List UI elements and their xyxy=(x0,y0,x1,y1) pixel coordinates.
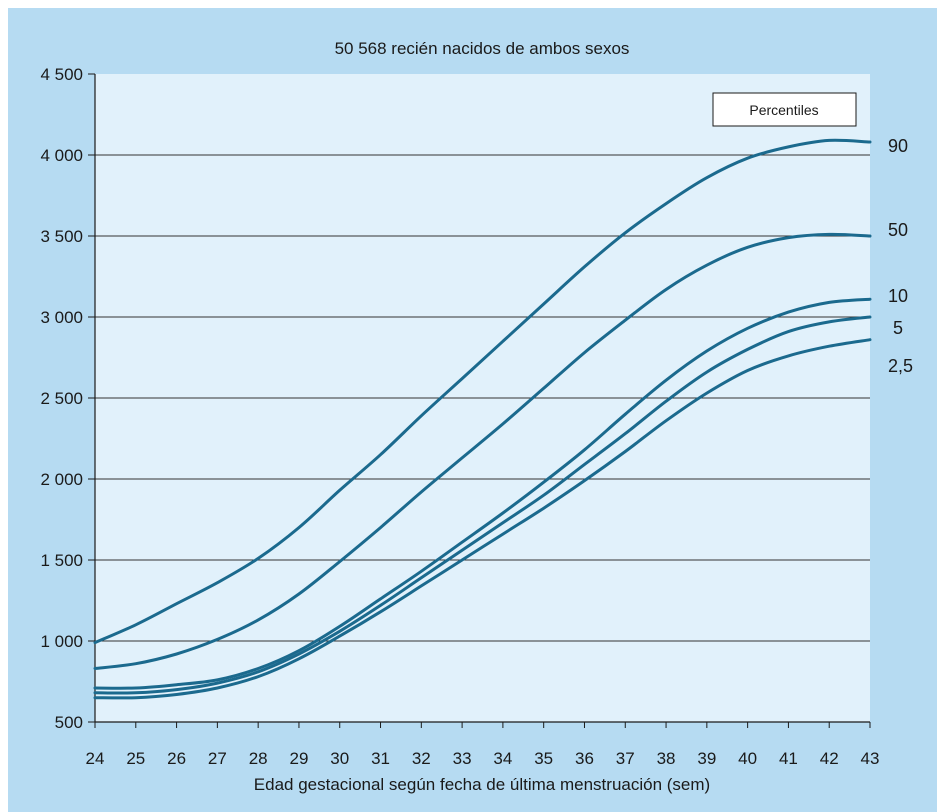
y-tick-label-2000: 2 000 xyxy=(40,470,83,489)
x-tick-label-34: 34 xyxy=(493,749,512,768)
y-tick-label-500: 500 xyxy=(55,713,83,732)
legend-box: Percentiles xyxy=(712,92,857,127)
x-tick-label-32: 32 xyxy=(412,749,431,768)
x-tick-label-38: 38 xyxy=(657,749,676,768)
percentile-line-90 xyxy=(93,138,872,645)
x-tick-label-31: 31 xyxy=(371,749,390,768)
x-tick-label-29: 29 xyxy=(289,749,308,768)
lines-layer xyxy=(93,138,872,700)
percentile-line-5 xyxy=(93,315,872,695)
series-label-50: 50 xyxy=(888,220,908,240)
x-tick-label-33: 33 xyxy=(453,749,472,768)
y-tick-label-1500: 1 500 xyxy=(40,551,83,570)
x-tick-labels: 24 25 26 27 28 29 30 31 32 33 34 35 36 37 38 39 40 41 42 43 xyxy=(86,749,880,768)
percentile-line-50 xyxy=(93,232,872,670)
x-tick-label-37: 37 xyxy=(616,749,635,768)
x-tick-label-42: 42 xyxy=(820,749,839,768)
y-tick-label-3500: 3 500 xyxy=(40,227,83,246)
series-label-2-5: 2,5 xyxy=(888,356,913,376)
x-tick-label-40: 40 xyxy=(738,749,757,768)
x-tick-label-43: 43 xyxy=(861,749,880,768)
y-tick-labels: 500 1 000 1 500 2 000 2 500 3 000 3 500 4 000 4 … xyxy=(40,65,83,732)
x-axis-title: Edad gestacional según fecha de última m… xyxy=(254,775,710,794)
percentile-line-10 xyxy=(93,297,872,690)
x-tick-label-26: 26 xyxy=(167,749,186,768)
x-tick-label-24: 24 xyxy=(86,749,105,768)
series-end-labels: 90 50 10 5 2,5 xyxy=(888,136,913,376)
grid-layer xyxy=(88,73,871,728)
series-label-5: 5 xyxy=(893,318,903,338)
legend-title: Percentiles xyxy=(749,102,818,118)
series-label-10: 10 xyxy=(888,286,908,306)
y-tick-label-4500: 4 500 xyxy=(40,65,83,84)
x-tick-label-28: 28 xyxy=(249,749,268,768)
percentile-line-2-5 xyxy=(93,338,872,700)
y-tick-label-4000: 4 000 xyxy=(40,146,83,165)
legend-border xyxy=(712,92,857,127)
chart-title: 50 568 recién nacidos de ambos sexos xyxy=(335,39,630,58)
x-tick-label-36: 36 xyxy=(575,749,594,768)
x-tick-label-39: 39 xyxy=(697,749,716,768)
series-label-90: 90 xyxy=(888,136,908,156)
y-tick-label-3000: 3 000 xyxy=(40,308,83,327)
x-tick-label-25: 25 xyxy=(126,749,145,768)
y-tick-label-2500: 2 500 xyxy=(40,389,83,408)
x-tick-label-27: 27 xyxy=(208,749,227,768)
x-tick-label-30: 30 xyxy=(330,749,349,768)
x-tick-label-35: 35 xyxy=(534,749,553,768)
x-tick-label-41: 41 xyxy=(779,749,798,768)
y-tick-label-1000: 1 000 xyxy=(40,632,83,651)
